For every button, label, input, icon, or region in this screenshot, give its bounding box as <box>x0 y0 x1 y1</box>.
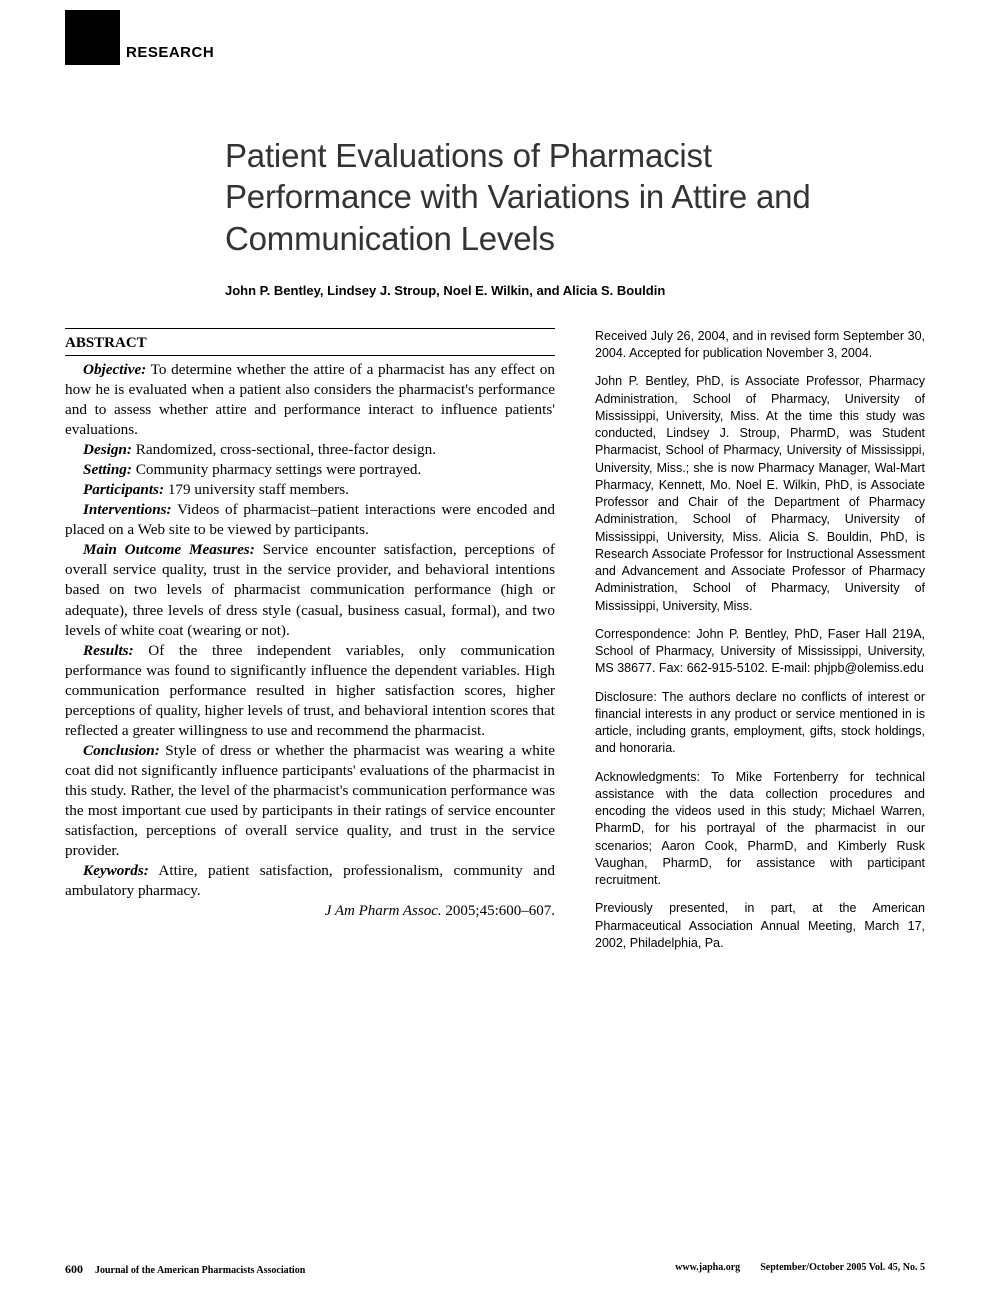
abstract-conclusion: Conclusion: Style of dress or whether th… <box>65 741 555 861</box>
two-column-layout: ABSTRACT Objective: To determine whether… <box>65 328 925 963</box>
abstract-text: 179 university staff members. <box>164 481 349 498</box>
abstract-label: Objective: <box>83 361 146 378</box>
abstract-participants: Participants: 179 university staff membe… <box>65 480 555 500</box>
authors-line: John P. Bentley, Lindsey J. Stroup, Noel… <box>225 283 925 298</box>
abstract-label: Design: <box>83 441 132 458</box>
citation-journal: J Am Pharm Assoc. <box>325 903 442 919</box>
abstract-body: Objective: To determine whether the atti… <box>65 360 555 902</box>
section-marker-box <box>65 10 120 65</box>
abstract-text: Randomized, cross-sectional, three-facto… <box>132 441 436 458</box>
section-label: RESEARCH <box>126 44 214 61</box>
abstract-design: Design: Randomized, cross-sectional, thr… <box>65 440 555 460</box>
metadata-column: Received July 26, 2004, and in revised f… <box>595 328 925 963</box>
abstract-setting: Setting: Community pharmacy settings wer… <box>65 460 555 480</box>
abstract-top-rule <box>65 328 555 329</box>
page-number: 600 <box>65 1262 83 1277</box>
page-footer: 600 Journal of the American Pharmacists … <box>65 1262 925 1277</box>
abstract-outcomes: Main Outcome Measures: Service encounter… <box>65 540 555 640</box>
abstract-label: Participants: <box>83 481 164 498</box>
footer-journal-name: Journal of the American Pharmacists Asso… <box>95 1265 305 1276</box>
abstract-text: Of the three independent variables, only… <box>65 642 555 739</box>
abstract-label: Setting: <box>83 461 132 478</box>
keywords-label: Keywords: <box>83 862 149 879</box>
disclosure-info: Disclosure: The authors declare no confl… <box>595 689 925 758</box>
abstract-interventions: Interventions: Videos of pharmacist–pati… <box>65 500 555 540</box>
abstract-column: ABSTRACT Objective: To determine whether… <box>65 328 555 963</box>
footer-issue-info: September/October 2005 Vol. 45, No. 5 <box>760 1262 925 1273</box>
abstract-results: Results: Of the three independent variab… <box>65 641 555 741</box>
header-section: RESEARCH <box>65 40 925 65</box>
acknowledgments-info: Acknowledgments: To Mike Fortenberry for… <box>595 769 925 890</box>
abstract-heading: ABSTRACT <box>65 333 555 356</box>
affiliations-info: John P. Bentley, PhD, is Associate Profe… <box>595 373 925 615</box>
abstract-text: Style of dress or whether the pharmacist… <box>65 742 555 859</box>
footer-right: www.japha.org September/October 2005 Vol… <box>675 1262 925 1277</box>
footer-website: www.japha.org <box>675 1262 740 1273</box>
abstract-label: Conclusion: <box>83 742 160 759</box>
abstract-label: Main Outcome Measures: <box>83 541 255 558</box>
abstract-objective: Objective: To determine whether the atti… <box>65 360 555 440</box>
citation-details: 2005;45:600–607. <box>442 903 555 919</box>
abstract-text: Community pharmacy settings were portray… <box>132 461 421 478</box>
footer-left: 600 Journal of the American Pharmacists … <box>65 1262 305 1277</box>
title-block: Patient Evaluations of Pharmacist Perfor… <box>225 135 885 259</box>
correspondence-info: Correspondence: John P. Bentley, PhD, Fa… <box>595 626 925 678</box>
presented-info: Previously presented, in part, at the Am… <box>595 900 925 952</box>
citation-line: J Am Pharm Assoc. 2005;45:600–607. <box>65 903 555 920</box>
received-info: Received July 26, 2004, and in revised f… <box>595 328 925 363</box>
abstract-keywords: Keywords: Attire, patient satisfaction, … <box>65 861 555 901</box>
article-title: Patient Evaluations of Pharmacist Perfor… <box>225 135 885 259</box>
abstract-label: Results: <box>83 642 134 659</box>
abstract-label: Interventions: <box>83 501 172 518</box>
